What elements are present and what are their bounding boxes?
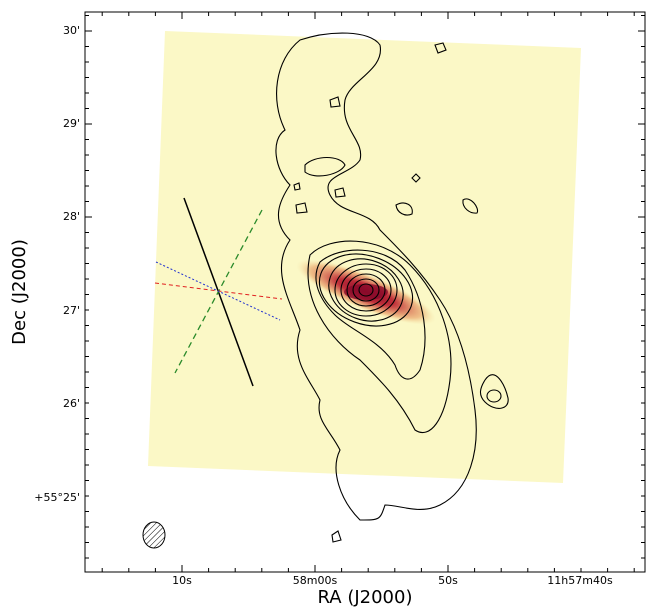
y-tick-label: 27' bbox=[63, 304, 80, 317]
axis-line bbox=[155, 261, 281, 321]
y-tick-label: 29' bbox=[63, 117, 80, 130]
galaxy-core bbox=[344, 284, 388, 300]
beam bbox=[142, 521, 166, 549]
y-tick-label: 30' bbox=[63, 24, 80, 37]
y-tick-label: +55°25' bbox=[34, 491, 80, 504]
optical-image bbox=[148, 31, 581, 483]
x-tick-label: 50s bbox=[438, 574, 458, 587]
y-axis-label: Dec (J2000) bbox=[9, 239, 30, 345]
contours bbox=[275, 32, 509, 543]
x-tick-label: 11h57m40s bbox=[547, 574, 613, 587]
x-tick-label: 10s bbox=[172, 574, 192, 587]
tick-marks bbox=[85, 12, 645, 572]
y-tick-label: 26' bbox=[63, 397, 80, 410]
frame bbox=[84, 11, 646, 573]
y-tick-label: 28' bbox=[63, 210, 80, 223]
x-tick-label: 58m00s bbox=[293, 574, 338, 587]
x-axis-label: RA (J2000) bbox=[318, 587, 413, 608]
